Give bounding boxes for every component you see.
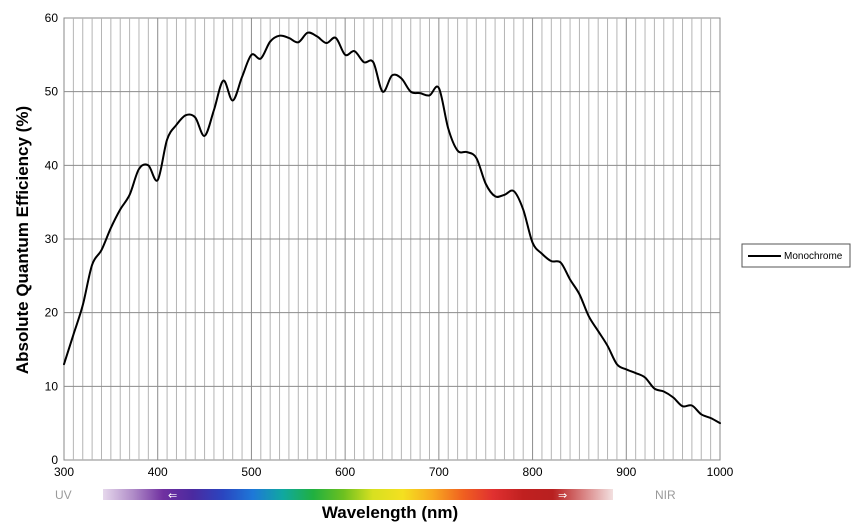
series-line-monochrome: [63, 31, 721, 425]
grid-lines: [64, 18, 720, 460]
legend: Monochrome: [741, 243, 851, 268]
x-tick-labels: 300 400 500 600 700 800 900 1000: [54, 465, 734, 479]
x-tick-label: 800: [523, 465, 543, 479]
y-tick-label: 60: [45, 11, 59, 25]
x-axis-title: Wavelength (nm): [322, 503, 458, 522]
y-tick-label: 50: [45, 85, 59, 99]
y-tick-label: 0: [51, 453, 58, 467]
y-tick-labels: 0 10 20 30 40 50 60: [45, 11, 59, 467]
x-tick-label: 600: [335, 465, 355, 479]
uv-arrow-icon: ⇐: [168, 489, 177, 502]
y-axis-title: Absolute Quantum Efficiency (%): [13, 106, 32, 374]
y-tick-label: 30: [45, 232, 59, 246]
y-tick-label: 10: [45, 379, 59, 393]
x-tick-label: 1000: [707, 465, 734, 479]
y-tick-label: 20: [45, 306, 59, 320]
nir-band-label: NIR: [655, 488, 676, 502]
legend-label-monochrome: Monochrome: [784, 251, 843, 262]
x-tick-label: 500: [241, 465, 261, 479]
x-tick-label: 900: [616, 465, 636, 479]
x-tick-label: 400: [148, 465, 168, 479]
nir-arrow-icon: ⇒: [558, 489, 567, 502]
uv-band-label: UV: [55, 488, 72, 502]
y-tick-label: 40: [45, 158, 59, 172]
spectrum-bar: [103, 489, 613, 500]
x-tick-label: 700: [429, 465, 449, 479]
x-tick-label: 300: [54, 465, 74, 479]
legend-box: [741, 243, 851, 268]
